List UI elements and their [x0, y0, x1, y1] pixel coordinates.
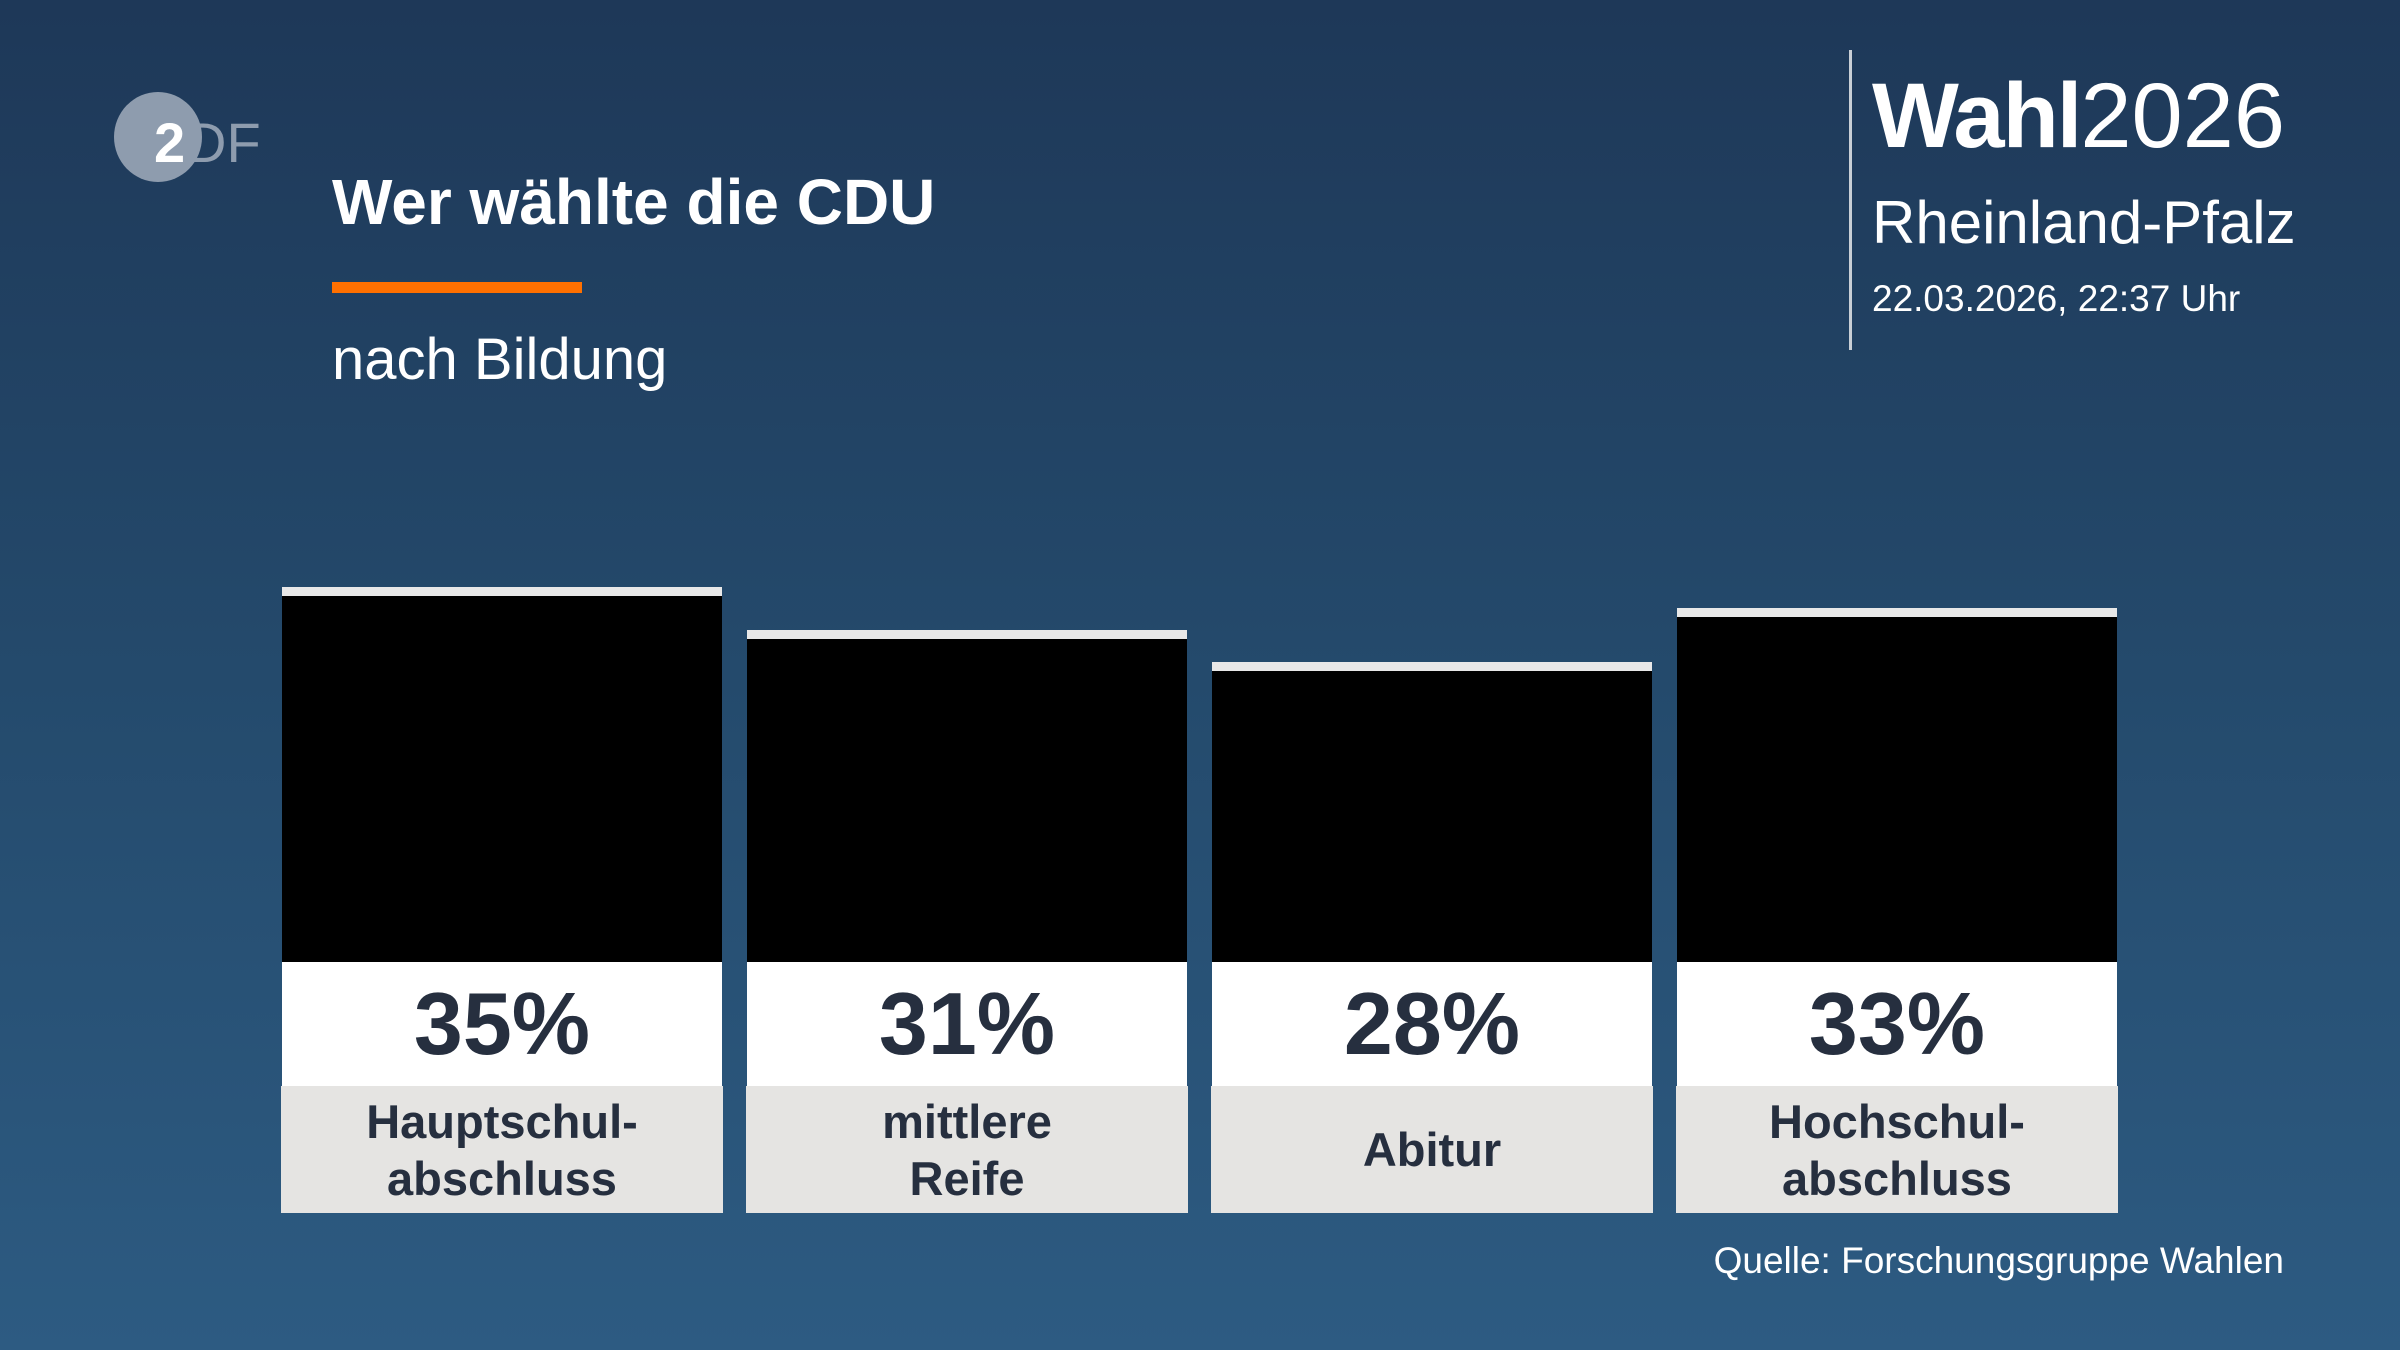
bar-column: 28% Abitur	[1211, 661, 1653, 1213]
timestamp: 22.03.2026, 22:37 Uhr	[1872, 278, 2241, 319]
bar	[747, 638, 1187, 962]
bar-column: 31% mittlere Reife	[746, 629, 1188, 1213]
brand-bold: Wahl	[1872, 65, 2082, 167]
bar-cap	[1212, 661, 1652, 671]
category-label: Hauptschul- abschluss	[281, 1086, 723, 1213]
source-note: Quelle: Forschungsgruppe Wahlen	[1713, 1240, 2284, 1281]
bar-column: 33% Hochschul- abschluss	[1676, 608, 2118, 1213]
bar	[282, 595, 722, 962]
bar	[1677, 617, 2117, 962]
zdf-logo: 2 DF	[114, 92, 261, 182]
svg-text:DF: DF	[186, 111, 261, 174]
bar-chart: 35% Hauptschul- abschluss 31% mittlere Reif…	[281, 500, 2118, 1213]
category-label: Hochschul- abschluss	[1676, 1086, 2118, 1213]
bar	[1212, 670, 1652, 962]
accent-underline	[332, 282, 582, 293]
bar-cap	[747, 629, 1187, 639]
brand-wordmark: Wahl2026	[1872, 70, 2285, 162]
data-label: 31%	[747, 962, 1187, 1086]
category-label: Abitur	[1211, 1086, 1653, 1213]
bar-cap	[1677, 608, 2117, 618]
bar-cap	[282, 586, 722, 596]
data-label: 35%	[282, 962, 722, 1086]
brand-year: 2026	[2080, 65, 2286, 167]
divider	[1849, 50, 1852, 350]
category-label: mittlere Reife	[746, 1086, 1188, 1213]
data-label: 33%	[1677, 962, 2117, 1086]
region-label: Rheinland-Pfalz	[1872, 189, 2296, 256]
data-label: 28%	[1212, 962, 1652, 1086]
chart-title: Wer wählte die CDU	[332, 166, 936, 238]
svg-text:2: 2	[154, 111, 185, 174]
bar-column: 35% Hauptschul- abschluss	[281, 586, 723, 1213]
chart-subtitle: nach Bildung	[332, 327, 668, 392]
